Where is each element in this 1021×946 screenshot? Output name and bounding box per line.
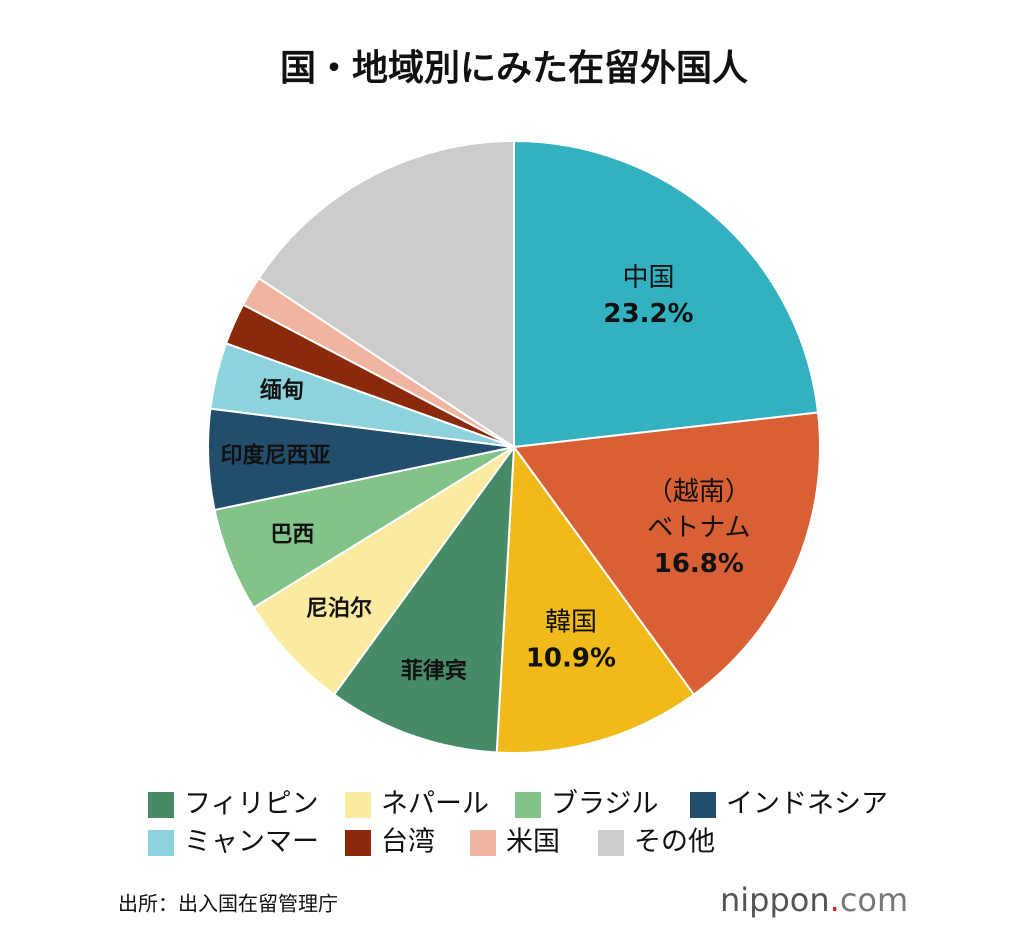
logo-part: nippon xyxy=(720,881,830,919)
pie-slice xyxy=(495,444,696,754)
slice-label: 中国 xyxy=(622,263,674,293)
logo: nippon.com xyxy=(720,881,908,919)
source: 出所：出入国在留管理庁 xyxy=(118,892,338,916)
legend-swatch xyxy=(345,792,371,818)
slice-label: ベトナム xyxy=(647,513,750,543)
slice-label: 尼泊尔 xyxy=(306,595,372,621)
legend-label: 台湾 xyxy=(381,827,435,858)
slice-label: 菲律宾 xyxy=(401,658,467,684)
legend-label: フィリピン xyxy=(184,789,318,820)
slice-label: 巴西 xyxy=(270,523,314,548)
legend-label: 米国 xyxy=(506,827,560,858)
pie-slice xyxy=(252,446,515,696)
chart-title: 国・地域別にみた在留外国人 xyxy=(280,48,748,89)
legend-swatch xyxy=(515,792,541,818)
legend-swatch xyxy=(148,792,174,818)
legend-swatch xyxy=(148,830,174,856)
slice-label: 缅甸 xyxy=(260,377,304,403)
legend-swatch xyxy=(470,830,496,856)
logo-dot: . xyxy=(830,881,840,919)
legend-swatch xyxy=(690,792,716,818)
legend-swatch xyxy=(598,830,624,856)
value-label: 16.8% xyxy=(654,549,744,579)
value-label: 23.2% xyxy=(603,299,693,329)
legend-swatch xyxy=(345,830,371,856)
value-label: 10.9% xyxy=(526,643,616,673)
logo-part: com xyxy=(840,881,908,919)
legend-label: ネパール xyxy=(381,789,489,820)
pie-slice xyxy=(257,139,515,449)
slice-label: 韓国 xyxy=(545,607,597,637)
slice-label: 印度尼西亚 xyxy=(221,443,331,469)
slice-label: （越南） xyxy=(647,477,751,507)
pie-slice xyxy=(512,411,821,696)
pie-slice xyxy=(332,443,516,754)
pie-slice xyxy=(513,139,820,449)
legend-label: インドネシア xyxy=(726,789,888,820)
legend-label: ブラジル xyxy=(551,789,658,820)
legend-label: ミャンマー xyxy=(184,827,319,858)
legend-label: その他 xyxy=(634,827,715,858)
